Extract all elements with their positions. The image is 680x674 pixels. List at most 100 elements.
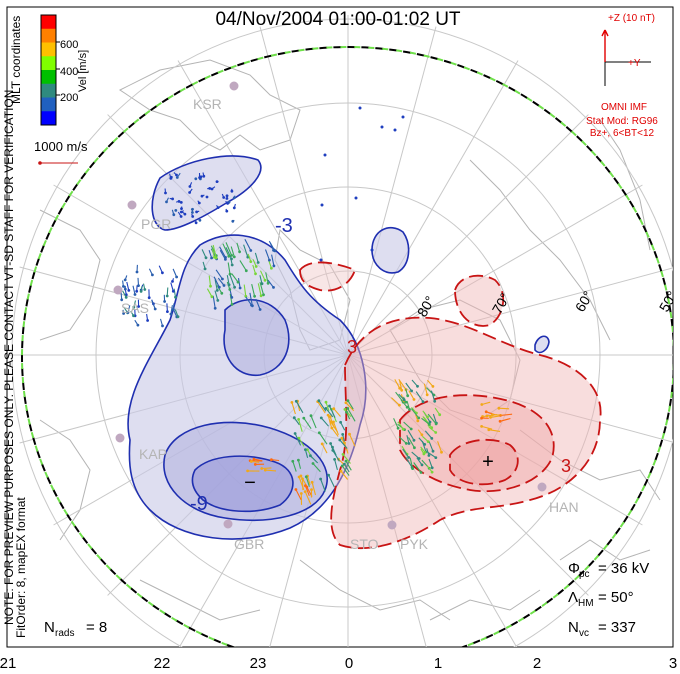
velocity-vector: [345, 410, 351, 420]
velocity-vector: [422, 435, 430, 443]
velocity-vector: [130, 310, 135, 318]
velocity-vector: [122, 290, 128, 299]
velocity-vector: [219, 249, 227, 261]
velocity-vector: [251, 283, 256, 298]
mlt-tick-3: 3: [669, 655, 677, 672]
velocity-vector: [310, 488, 313, 498]
velocity-vector: [232, 203, 236, 210]
imf-condition-label: Bz+, 6<BT<12: [590, 128, 655, 139]
velocity-vector: [201, 249, 208, 260]
velocity-vector: [398, 393, 406, 402]
velocity-vector: [159, 318, 164, 328]
radar-label-han: HAN: [549, 499, 579, 515]
velocity-vector: [191, 213, 195, 218]
velocity-vector: [317, 431, 328, 445]
velocity-vector: [380, 125, 384, 129]
nvc-symbol: N: [568, 619, 579, 636]
velocity-vector: [164, 188, 167, 195]
velocity-vector: [260, 270, 267, 282]
velocity-vector: [142, 283, 147, 291]
velocity-vector: [175, 172, 181, 179]
velocity-vector: [231, 219, 235, 223]
velocity-vector: [332, 407, 341, 417]
velocity-vector: [171, 209, 176, 217]
velocity-vector: [200, 194, 205, 198]
velocity-vector: [135, 264, 139, 274]
mlt-tick-1: 1: [434, 655, 442, 672]
velocity-vector: [137, 277, 140, 287]
velocity-vector: [487, 428, 501, 432]
velocity-vector: [259, 281, 265, 297]
velocity-vector: [410, 408, 421, 420]
positive-potential-cell: [299, 261, 602, 549]
radar-site-han: [537, 482, 547, 492]
velocity-vector: [175, 200, 181, 203]
velocity-vector: [343, 462, 350, 473]
velocity-vector: [216, 285, 224, 295]
velocity-vector: [393, 128, 397, 132]
color-bin: [41, 97, 56, 112]
velocity-vector: [405, 388, 410, 398]
radar-label-pgr: PGR: [141, 216, 171, 232]
potential-maximum-marker: +: [482, 451, 494, 473]
velocity-vector: [301, 477, 304, 491]
velocity-vector: [320, 203, 324, 207]
velocity-vector: [426, 379, 435, 388]
velocity-vector: [498, 417, 511, 423]
velocity-vector: [198, 175, 203, 179]
velocity-vector: [170, 282, 175, 293]
velocity-vector: [311, 462, 321, 473]
velocity-vector: [497, 406, 510, 410]
velocity-vector: [417, 429, 424, 437]
velocity-vector: [415, 414, 420, 423]
velocity-vector: [346, 407, 356, 422]
contour-label-pos-3-a: 3: [347, 337, 357, 357]
velocity-vector: [215, 269, 224, 281]
velocity-vector: [208, 275, 212, 288]
velocity-tick-200: 200: [60, 92, 78, 104]
velocity-vector: [237, 278, 242, 290]
velocity-vector: [225, 247, 233, 261]
velocity-vector: [148, 268, 154, 277]
contour-label-neg-3: -3: [275, 215, 293, 237]
color-bin: [41, 56, 56, 71]
velocity-vector: [319, 477, 326, 492]
velocity-vector: [206, 288, 214, 299]
lambda-subscript: HM: [578, 598, 594, 609]
velocity-vector: [411, 451, 421, 460]
radar-label-ksr: KSR: [193, 96, 222, 112]
radar-site-sto: [387, 520, 397, 530]
color-bin: [41, 70, 56, 85]
radar-site-kap: [115, 433, 125, 443]
velocity-vector: [126, 281, 131, 292]
velocity-vector: [195, 210, 200, 214]
radar-site-ksr: [229, 81, 239, 91]
velocity-vector: [405, 382, 413, 393]
velocity-vector: [397, 421, 405, 431]
velocity-vector: [354, 196, 358, 200]
potential-minimum-marker: −: [244, 472, 256, 494]
velocity-vector: [427, 452, 438, 459]
mlt-tick-2: 2: [533, 655, 541, 672]
contour-label-neg-9: -9: [190, 493, 208, 515]
velocity-vector: [177, 211, 183, 218]
velocity-vector: [428, 440, 435, 453]
velocity-vector: [122, 309, 125, 315]
velocity-vector: [406, 435, 411, 445]
lambda-symbol: Λ: [568, 589, 578, 606]
velocity-vector: [293, 432, 302, 446]
stat-phi-pc: Φ pc = 36 kV: [568, 560, 649, 580]
nvc-value: = 337: [598, 619, 636, 636]
velocity-vector: [257, 283, 263, 298]
velocity-vector: [331, 445, 337, 456]
mlt-tick-0: 0: [345, 655, 353, 672]
velocity-vector: [403, 421, 413, 431]
velocity-vector: [340, 464, 350, 476]
velocity-vector: [252, 259, 258, 268]
mlt-tick-23: 23: [250, 655, 267, 672]
velocity-vector: [134, 319, 140, 327]
velocity-vector: [424, 430, 434, 440]
velocity-vector: [327, 473, 335, 488]
velocity-vector: [310, 480, 317, 496]
velocity-vector: [339, 469, 349, 480]
